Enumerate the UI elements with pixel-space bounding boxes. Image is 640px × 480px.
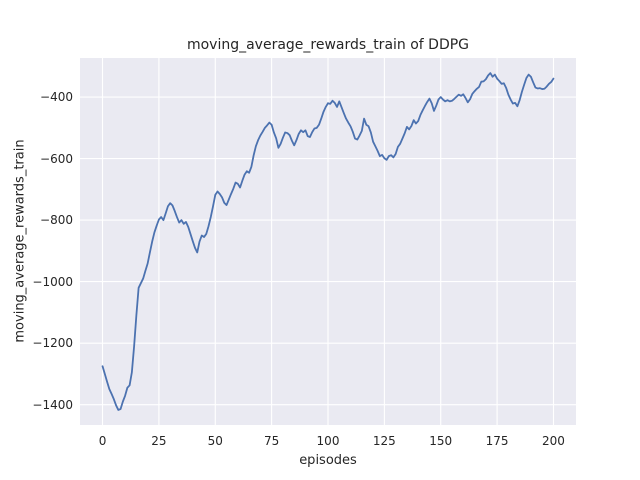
x-tick-label: 25 xyxy=(151,434,167,448)
y-tick-label: −1200 xyxy=(32,336,73,351)
gridlines xyxy=(80,58,576,425)
x-tick-label: 50 xyxy=(207,434,223,448)
y-tick-label: −600 xyxy=(40,151,73,166)
y-tick-label: −1400 xyxy=(32,397,73,412)
x-tick-label: 150 xyxy=(429,434,453,448)
y-tick-label: −1000 xyxy=(32,274,73,289)
x-axis-label: episodes xyxy=(299,453,357,468)
y-axis-label: moving_average_rewards_train xyxy=(12,139,28,343)
x-tick-label: 200 xyxy=(542,434,565,448)
plot-area xyxy=(80,58,576,425)
x-tick-label: 125 xyxy=(372,434,396,448)
y-tick-label: −400 xyxy=(40,90,73,105)
line-series xyxy=(101,72,555,411)
chart-title: moving_average_rewards_train of DDPG xyxy=(186,37,470,53)
y-tick-label: −800 xyxy=(40,213,73,228)
x-tick-label: 0 xyxy=(98,434,107,448)
x-tick-label: 75 xyxy=(263,434,280,448)
x-tick-label: 100 xyxy=(316,434,340,448)
x-tick-label: 175 xyxy=(485,434,509,448)
